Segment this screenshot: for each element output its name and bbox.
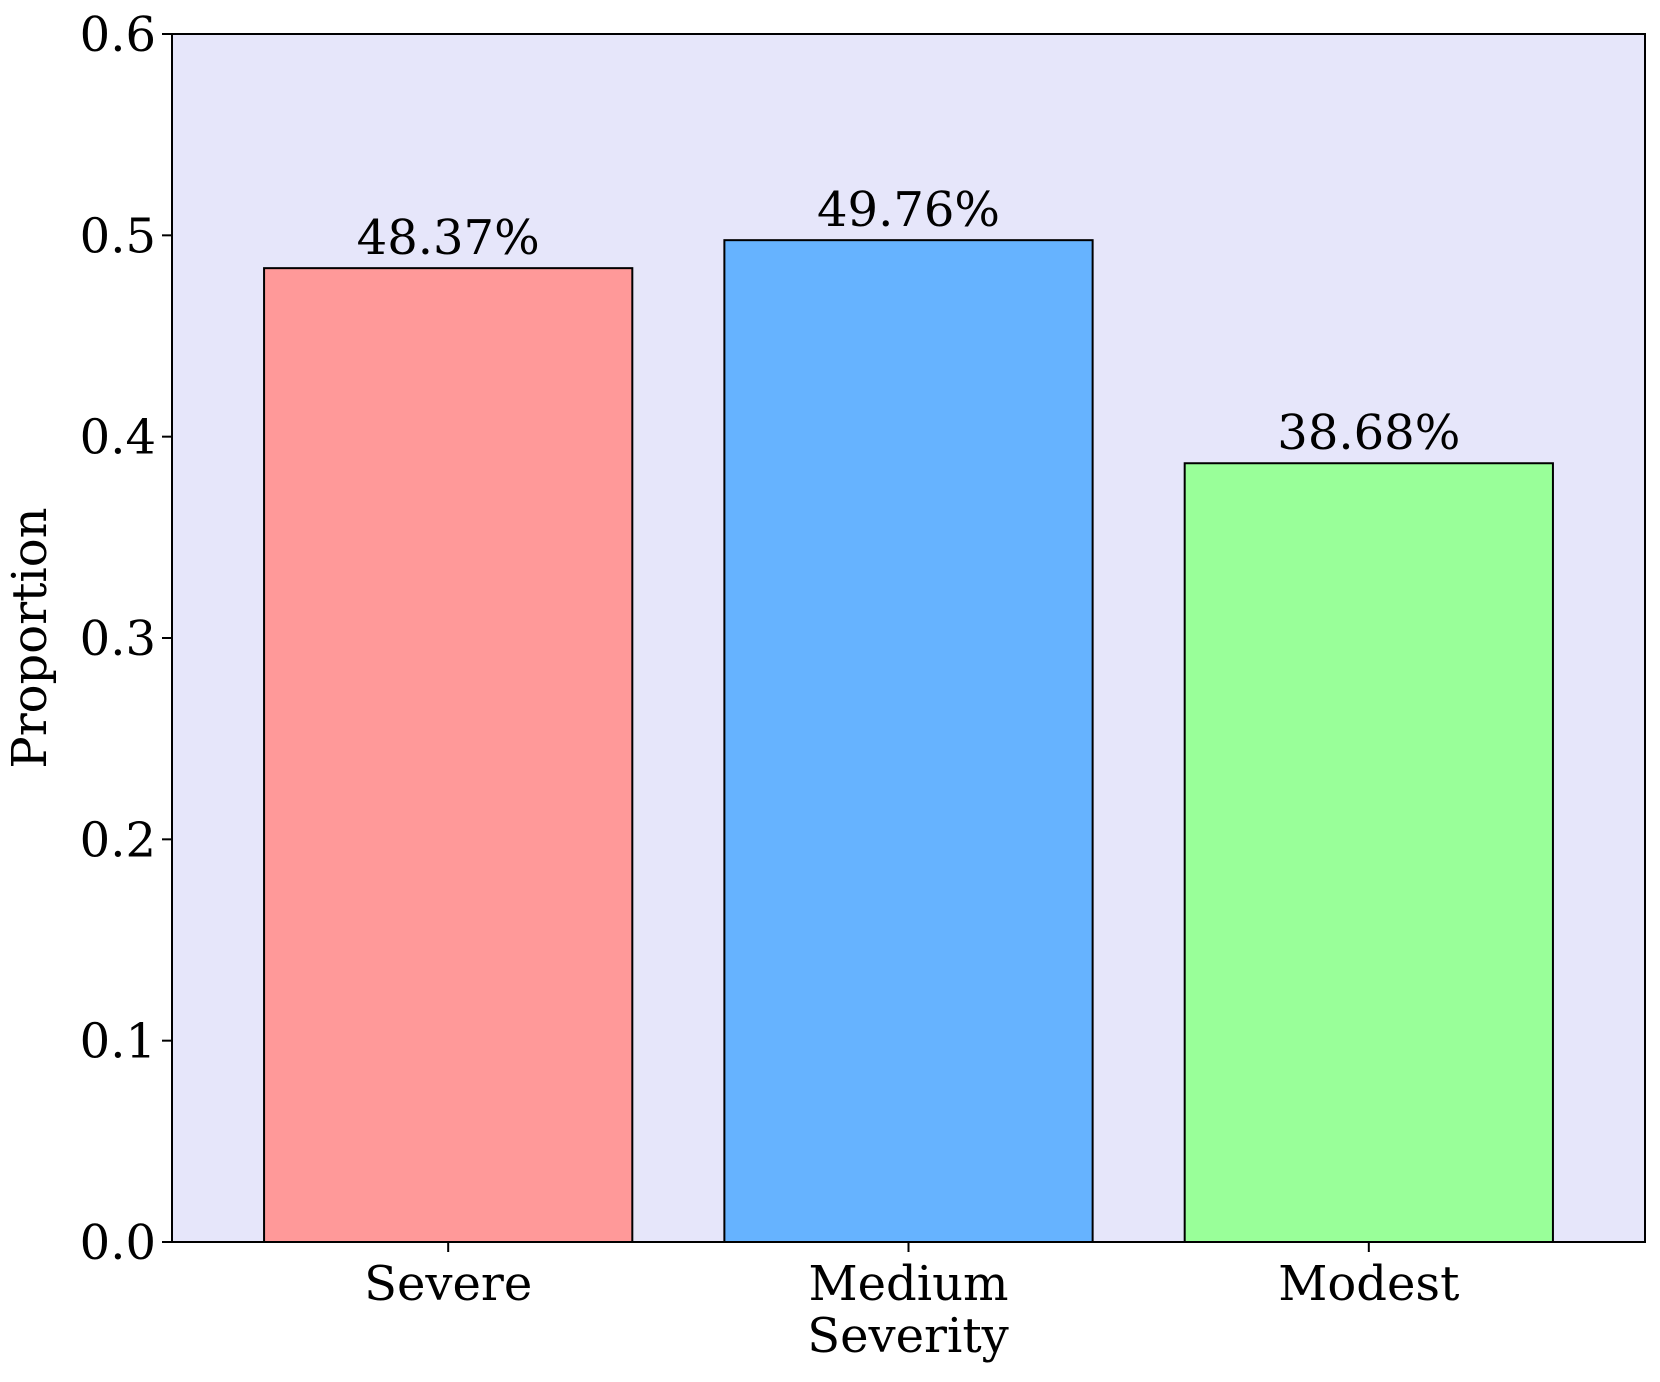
data-label-medium: 49.76%: [817, 182, 1000, 238]
y-tick-label: 0.3: [80, 611, 156, 667]
y-tick-label: 0.0: [80, 1215, 156, 1271]
y-tick-label: 0.5: [80, 208, 156, 264]
data-label-severe: 48.37%: [357, 210, 540, 266]
bar-medium: [723, 239, 1094, 1243]
data-label-modest: 38.68%: [1277, 405, 1460, 461]
y-tick-label: 0.1: [80, 1014, 156, 1070]
x-tick-label-medium: Medium: [808, 1256, 1008, 1312]
y-axis: 0.0 0.1 0.2 0.3 0.4 0.5 0.6: [80, 7, 172, 1271]
y-axis-label: Proportion: [2, 507, 58, 768]
plot-frame: [171, 33, 1646, 1243]
data-labels-layer: 48.37% 49.76% 38.68%: [357, 182, 1461, 461]
x-axis-label: Severity: [807, 1308, 1009, 1364]
y-tick-label: 0.4: [80, 410, 156, 466]
x-axis: Severe Medium Modest: [364, 1242, 1459, 1312]
x-tick-label-modest: Modest: [1278, 1256, 1459, 1312]
bar-severe: [263, 267, 634, 1243]
y-tick-label: 0.6: [80, 7, 156, 63]
y-tick-label: 0.2: [80, 812, 156, 868]
bars-layer: [263, 239, 1554, 1243]
bar-modest: [1183, 462, 1554, 1243]
x-tick-label-severe: Severe: [364, 1256, 532, 1312]
